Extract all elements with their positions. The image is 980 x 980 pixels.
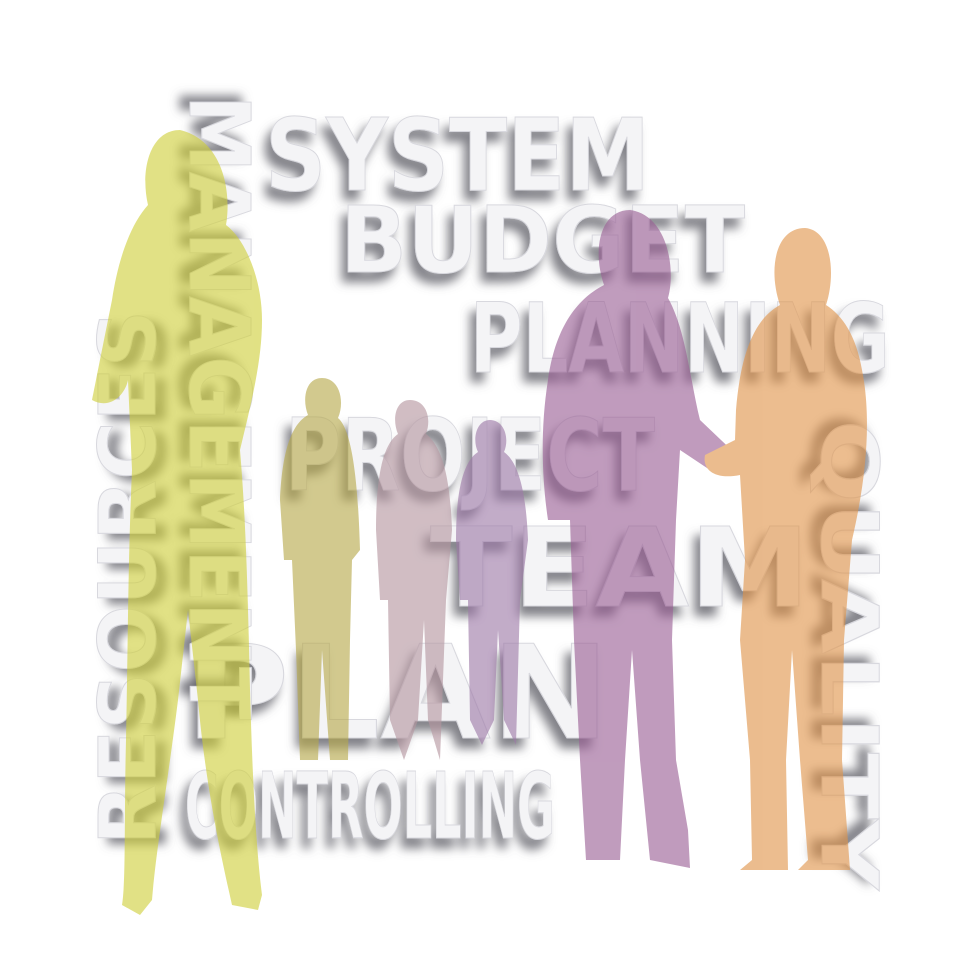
woman-silhouette: [92, 130, 262, 915]
word: BUDGET: [340, 187, 745, 294]
figure-silhouette: [280, 378, 360, 760]
man-silhouette: [704, 228, 867, 870]
silhouettes: [92, 130, 867, 915]
word: SYSTEM: [265, 97, 650, 214]
man-silhouette: [542, 210, 742, 868]
figure-silhouette: [376, 400, 452, 760]
figure-silhouette: [456, 420, 528, 745]
